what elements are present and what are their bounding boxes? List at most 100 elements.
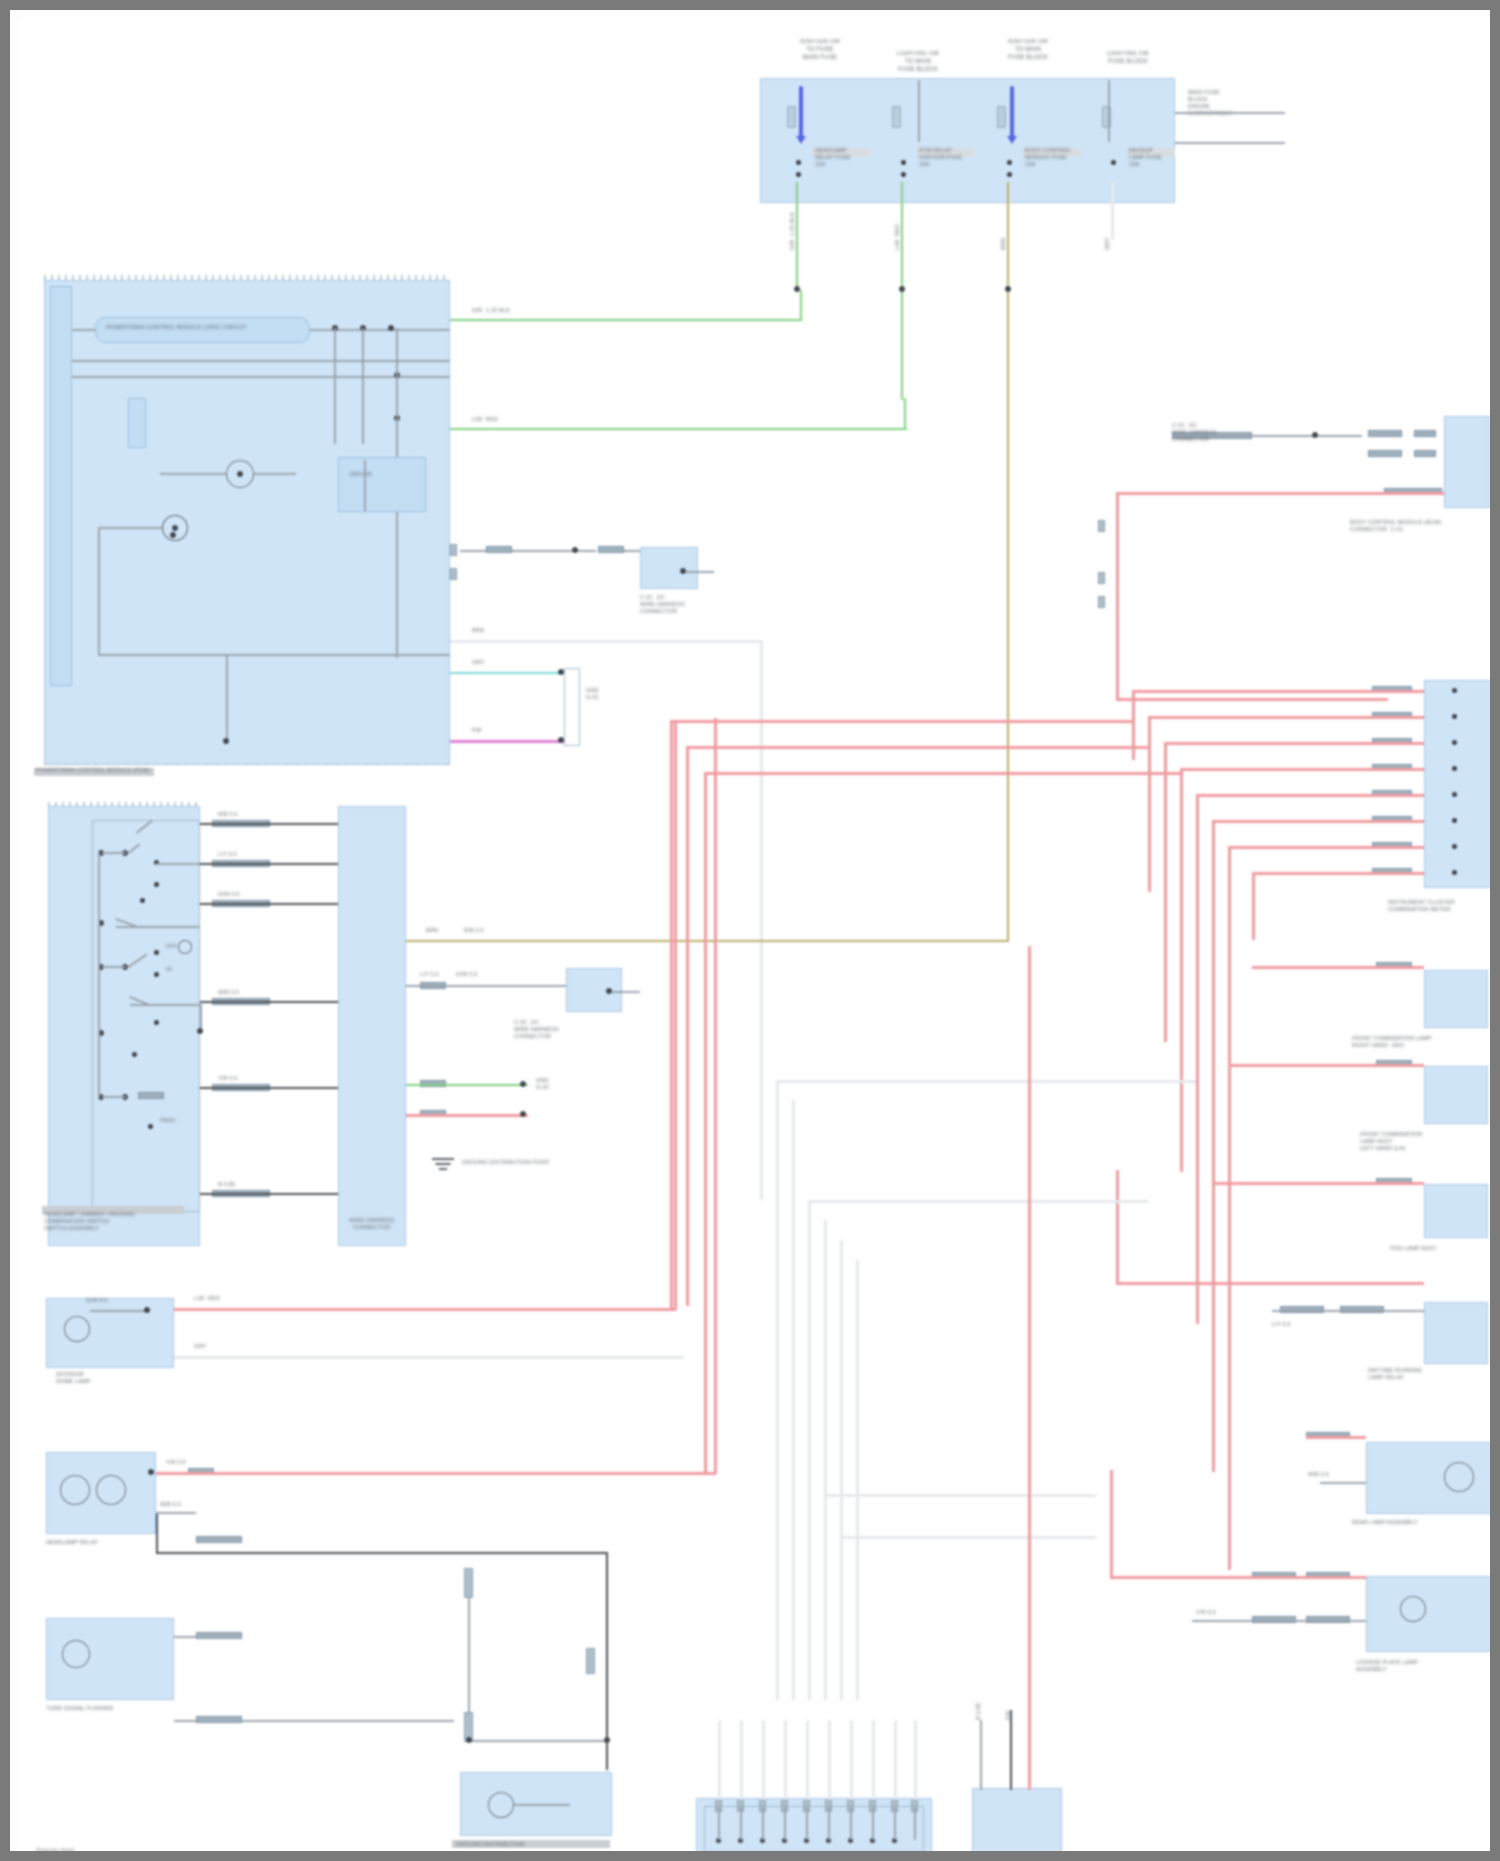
wire-black [156,1514,159,1554]
front-lamp-rh-caption: FRONT COMBINATION LAMP RIGHT HAND (RH) [1352,1036,1432,1049]
wire-label: Y/R 0.5 [218,1076,238,1082]
wire-red-riser-c [1164,742,1167,1042]
instrument-cluster-connector[interactable] [1424,680,1490,888]
switch-contact-label: HI [166,967,172,973]
splice [1252,1616,1296,1623]
multipin-dot [716,1838,721,1843]
powertrain-control-module[interactable] [44,280,450,765]
ground-note: GROUND DISTRIBUTION POINT [462,1160,551,1166]
callout-line [1175,112,1285,114]
switch-contact [154,972,159,977]
joint-connector-c2[interactable] [566,968,622,1012]
switch-caption: HEADLAMP / DIMMER / PASSING COMBINATION … [44,1212,136,1232]
wire-green-out-1-riser [800,290,803,321]
wire-label: G/W 0.5 [86,1298,108,1304]
wire-label: BRN [426,928,439,934]
harness-pin [586,1648,595,1674]
license-plate-lamp-module[interactable] [1366,1576,1490,1652]
multipin-wire [828,1806,830,1840]
junction-dot [466,1737,472,1743]
wire-red-lamp-rh [1252,966,1424,969]
wire-label: G/W 0.5 [218,892,240,898]
joint-connector-c2-caption: C-02 J/C WIRE HARNESS CONNECTOR [514,1020,559,1040]
pcm-resistor [128,398,146,448]
wire-red-interior [174,1308,676,1311]
junction-dot [558,669,564,675]
multipin-dot [848,1838,853,1843]
joint-connector-c1[interactable] [640,547,698,589]
wire-olive-branch [406,940,1009,943]
combination-switch[interactable] [48,806,200,1246]
connector-pin-dot [680,568,686,574]
module-top-hatch [44,275,450,282]
pcm-internal-wire [362,328,364,444]
wire-label: W/B 0.5 [218,990,239,996]
wire-red-bus-top [670,720,1132,723]
pcm-internal-wire [98,654,450,656]
body-control-module[interactable] [1444,416,1490,508]
switch-out-wire-5 [200,1087,338,1090]
wire-red-ecu [1028,1710,1031,1790]
front-lamp-rh-module[interactable] [1424,970,1488,1028]
wire-red-drl [1116,1282,1424,1285]
fog-lamp-module[interactable] [1424,1184,1488,1238]
pcm-internal-wire [72,329,96,331]
multipin-dot [826,1838,831,1843]
fuse-block-assembly[interactable] [760,78,1175,203]
junction-dot [558,737,564,743]
wire-faint-i [856,1260,859,1700]
fuse-label-bg-4 [1127,148,1175,157]
fuse-label-3: BODY CONTROL MODULE FUSE 10A [1025,148,1072,168]
ground-symbol-icon [430,1158,456,1172]
multipin-feed [784,1720,787,1800]
switch-out-wire-2 [200,863,338,866]
multipin-feed [718,1720,721,1800]
splice [1414,430,1436,437]
license-plate-caption: LICENSE PLATE LAMP ASSEMBLY [1356,1660,1419,1673]
wire-red-left-riser-2 [686,746,689,1306]
connector-pin-dot [1452,688,1457,693]
wire-red-lamp-lh [1228,1064,1424,1067]
multipin-feed [762,1720,765,1800]
ecu-module[interactable] [972,1788,1062,1851]
switch-bus [98,852,100,1098]
junction-dot [1005,286,1011,292]
switch-wire [156,863,200,865]
splice [420,1080,446,1087]
ground-symbol-icon [488,1792,514,1818]
connector-pin-dot [1452,714,1457,719]
multipin-wire [850,1806,852,1840]
wire-label: R/B 0.5 [464,928,484,934]
switch-contact [154,882,159,887]
wire-green-out-2 [450,428,907,431]
switch-inner-frame [92,820,200,1212]
wire-faint-f [808,1200,811,1700]
switch-contact [154,950,159,955]
wire-label: W/B 0.5 [160,1502,181,1508]
switch-contact-label: PASS [160,1118,176,1124]
wire-faint-b-drop [760,640,763,1200]
connector-pin-dot [1452,870,1457,875]
multipin-feed [872,1720,875,1800]
rear-lamp-assembly[interactable] [1366,1442,1490,1514]
fuse-feed-line-2 [918,80,920,142]
front-lamp-lh-caption: FRONT COMBINATION LAMP ASSY LEFT HAND (L… [1360,1132,1423,1152]
multipin-wire [718,1806,720,1840]
wire-red-riser-d [1180,768,1183,1172]
pcm-ground-rail [50,286,72,686]
pcm-internal-wire [160,473,226,475]
pcm-internal-wire [364,460,366,512]
wire-cyan [450,672,564,675]
wire-red-ic-7 [1228,846,1424,849]
daytime-running-lamp-relay[interactable] [1424,1302,1488,1364]
multipin-wire [806,1806,808,1840]
rear-lamp-caption: REAR LAMP ASSEMBLY [1352,1520,1418,1526]
bcm-caption: BODY CONTROL MODULE (BCM) CONNECTOR C-01 [1350,520,1442,533]
splice [196,1716,242,1723]
junction-dot [148,1469,154,1475]
wire-red-riser-g [1228,846,1231,1570]
front-lamp-lh-module[interactable] [1424,1066,1488,1124]
switch-harness-connector[interactable] [338,806,406,1246]
fuse-icon-2 [892,106,901,128]
junction-dot [223,738,229,744]
